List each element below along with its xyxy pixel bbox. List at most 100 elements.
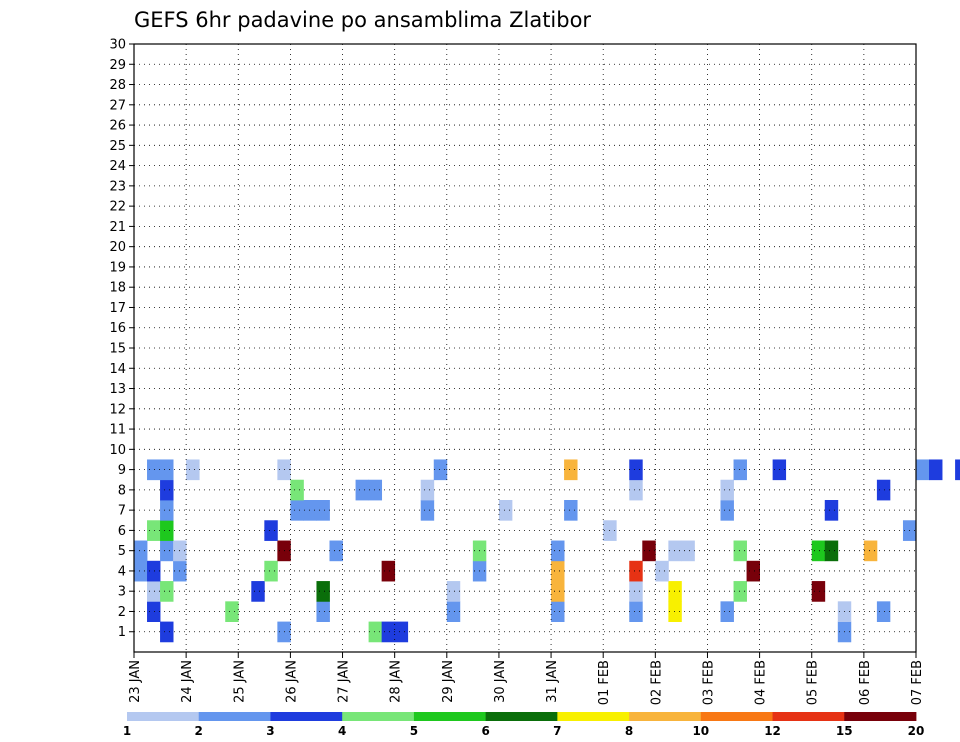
y-tick-label: 15 [109,342,126,357]
heatmap-cell [264,560,278,582]
y-tick-label: 23 [109,179,126,194]
heatmap-cell [551,601,565,622]
heatmap-cell [316,601,330,622]
heatmap-cell [368,621,383,643]
y-tick-label: 7 [118,504,126,519]
colorbar-swatch [557,712,630,721]
heatmap-cell [733,540,747,562]
heatmap-cell [316,500,330,521]
colorbar-label: 6 [481,724,489,738]
x-tick-label: 25 JAN [232,660,247,703]
heatmap-cell [368,479,383,501]
x-tick-label: 06 FEB [858,660,873,705]
x-tick-label: 03 FEB [701,660,716,705]
colorbar-swatch [700,712,773,721]
colorbar-label: 7 [553,724,561,738]
heatmap-cell [290,479,304,501]
y-tick-label: 24 [109,159,126,174]
x-tick-label: 05 FEB [806,660,821,705]
heatmap-cell [160,479,174,501]
y-tick-label: 27 [109,98,126,113]
colorbar-swatch [844,712,917,721]
y-tick-label: 14 [109,362,126,377]
x-tick-label: 28 JAN [389,660,404,703]
heatmap-cell [225,601,239,622]
y-axis: 1234567891011121314151617181920212223242… [109,38,134,640]
heatmap-cell [394,621,409,643]
heatmap-cell [147,520,161,541]
heatmap-cell [733,581,747,602]
heatmap-cell [629,560,643,582]
heatmap-cell [955,459,960,481]
x-tick-label: 04 FEB [754,660,769,705]
heatmap-cell [629,581,643,602]
heatmap-cell [564,500,578,521]
heatmap-cell [876,479,891,501]
colorbar: 1 2 3 4 5 6 7 8 10 12 15 20 [123,712,924,738]
heatmap-cell [720,601,734,622]
heatmap-cell [186,459,200,481]
heatmap-cell [720,479,734,501]
heatmap-cell [668,601,682,622]
heatmap-cell [655,560,669,582]
heatmap-cell [420,479,435,501]
x-tick-label: 01 FEB [597,660,612,705]
heatmap-cell [134,560,148,582]
heatmap-cell [811,540,826,562]
colorbar-swatch [413,712,487,721]
heatmap-cell [303,500,317,521]
heatmap-cell [329,540,343,562]
heatmap-cell [863,540,878,562]
y-tick-label: 21 [109,220,126,235]
y-tick-label: 26 [109,119,126,134]
heatmap-cell [629,459,643,481]
heatmap-cell [147,459,161,481]
y-tick-label: 11 [109,423,126,438]
heatmap-cell [147,581,161,602]
y-tick-label: 25 [109,139,126,154]
colorbar-label: 15 [836,724,853,738]
heatmap-cell [629,479,643,501]
heatmap-cell [433,459,448,481]
x-tick-label: 30 JAN [493,660,508,703]
heatmap-cell [681,540,695,562]
colorbar-label: 12 [764,724,781,738]
heatmap-cell [668,540,682,562]
heatmap-cell [290,500,304,521]
heatmap-cell [824,540,839,562]
x-tick-label: 02 FEB [649,660,664,705]
heatmap-cell [551,540,565,562]
heatmap-cell [264,520,278,541]
heatmap-cell [916,459,930,481]
colorbar-label: 10 [692,724,709,738]
colorbar-swatch [629,712,702,721]
y-tick-label: 20 [109,240,126,255]
y-tick-label: 8 [118,483,126,498]
x-tick-label: 24 JAN [180,660,195,703]
colorbar-label: 4 [338,724,346,738]
x-tick-label: 31 JAN [545,660,560,703]
colorbar-label: 3 [266,724,274,738]
heatmap-cell [355,479,369,501]
chart-title: GEFS 6hr padavine po ansamblima Zlatibor [134,8,591,32]
colorbar-label: 5 [410,724,418,738]
y-tick-label: 18 [109,281,126,296]
heatmap-cell [629,601,643,622]
grid-lines [134,43,916,652]
heatmap-cell [551,581,565,602]
colorbar-swatch [127,712,200,721]
heatmap-cell [876,601,891,622]
heatmap-cell [147,560,161,582]
y-tick-label: 5 [118,544,126,559]
x-tick-label: 26 JAN [284,660,299,703]
x-tick-label: 07 FEB [910,660,925,705]
y-tick-label: 6 [118,524,126,539]
heatmap-cell [381,560,396,582]
y-tick-label: 1 [118,625,126,640]
y-tick-label: 19 [109,260,126,275]
heatmap-cell [446,601,461,622]
heatmap-cells [134,459,960,643]
heatmap-cell [746,560,760,582]
heatmap-cell [160,459,174,481]
